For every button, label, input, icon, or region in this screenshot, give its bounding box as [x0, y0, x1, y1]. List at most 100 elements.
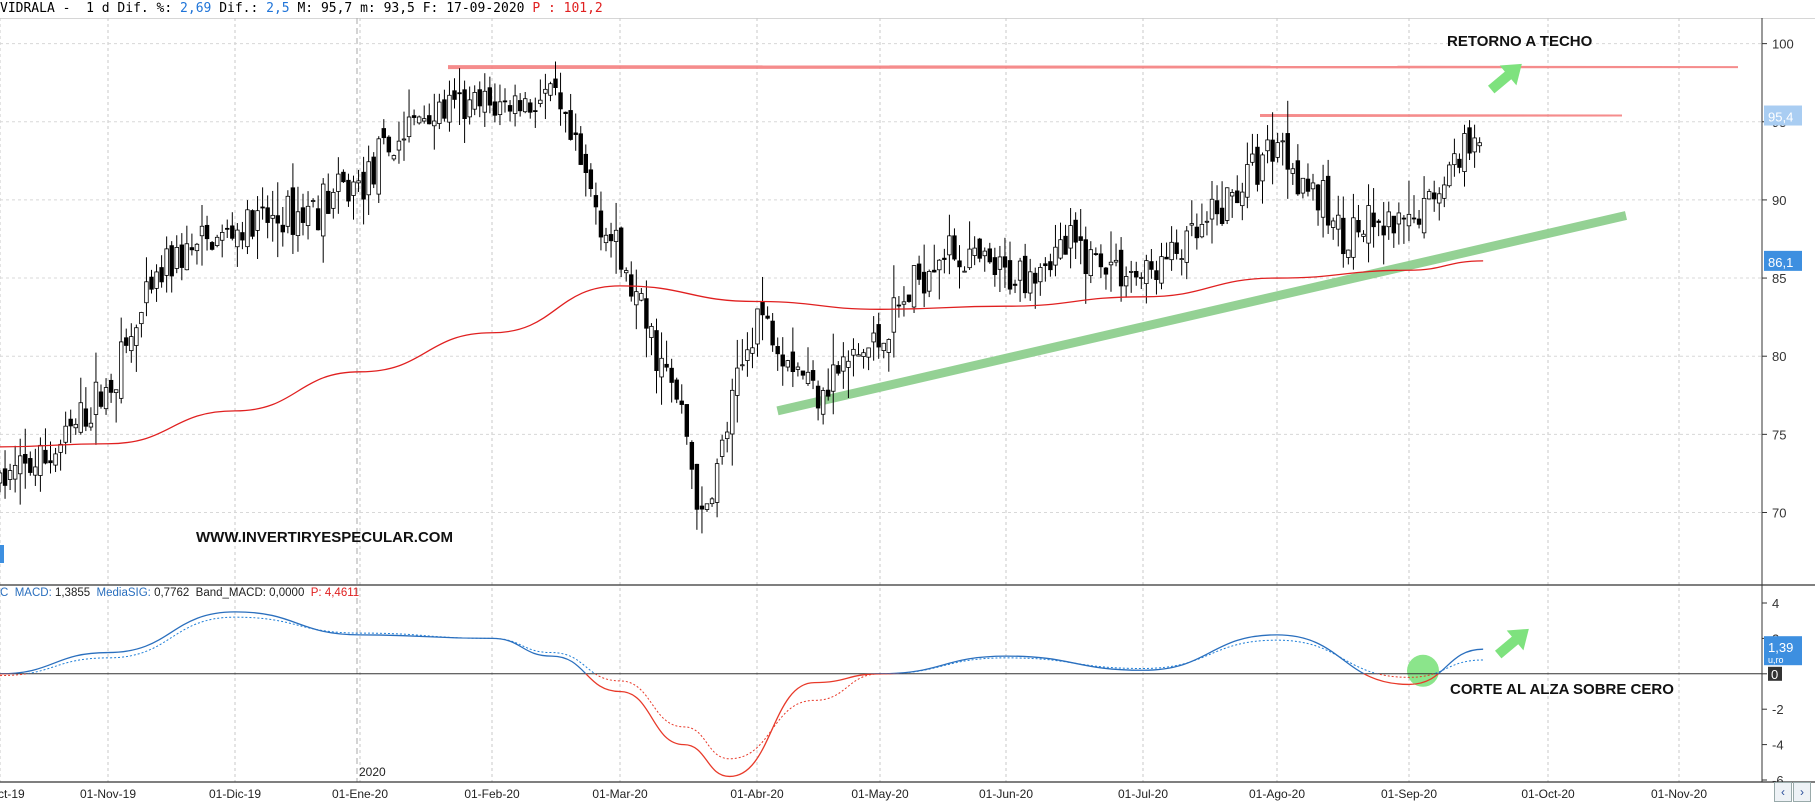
candle-body — [38, 444, 43, 476]
candle-body — [1366, 205, 1371, 244]
candle-body — [331, 191, 336, 209]
candle-body — [1325, 175, 1331, 226]
candle-body — [320, 183, 326, 237]
candle-body — [154, 271, 159, 289]
candle-body — [598, 210, 604, 238]
candle-body — [119, 341, 124, 399]
candle-body — [447, 94, 452, 123]
candle-body — [932, 269, 937, 273]
candle-body — [1002, 256, 1008, 268]
candle-body — [1068, 225, 1073, 249]
candle-body — [219, 231, 225, 241]
resistance-line-high — [448, 65, 1738, 70]
candle-body — [1017, 260, 1023, 281]
candle-body — [204, 224, 210, 240]
dif-label: Dif.: — [219, 1, 259, 16]
left-edge-marker — [0, 545, 4, 563]
macd-y-tick-label: -2 — [1772, 702, 1784, 717]
min-label: m: — [360, 1, 376, 16]
date-label: F: — [422, 1, 439, 16]
x-tick-label: 01-May-20 — [851, 787, 909, 801]
candle-body — [477, 89, 482, 107]
candle-body — [1033, 272, 1038, 284]
candle-body — [876, 324, 881, 348]
candle-body — [103, 387, 109, 410]
candle-body — [553, 78, 558, 88]
candle-body — [48, 460, 53, 464]
candle-body — [149, 276, 154, 290]
candle-body — [987, 248, 992, 263]
candle-body — [588, 169, 594, 190]
candle-body — [265, 207, 270, 223]
candle-body — [1108, 261, 1114, 266]
candle-body — [826, 389, 831, 397]
candle-body — [341, 171, 346, 183]
candle-body — [740, 364, 745, 367]
candle-body — [28, 458, 33, 473]
candle-body — [851, 348, 856, 356]
candle-body — [1411, 217, 1417, 220]
candle-body — [906, 294, 912, 302]
candle-body — [78, 402, 83, 433]
candle-body — [730, 389, 735, 435]
year-marker: 2020 — [359, 765, 386, 779]
candle-body — [108, 379, 114, 393]
candle-body — [679, 400, 684, 405]
candle-body — [1250, 153, 1255, 163]
candle-body — [209, 242, 215, 250]
x-tick-label: 01-Nov-19 — [80, 787, 136, 801]
candle-body — [1063, 235, 1068, 255]
candle-body — [396, 140, 402, 151]
x-tick-label: 01-Feb-20 — [464, 787, 520, 801]
candle-body — [1255, 146, 1260, 185]
candle-body — [523, 98, 528, 113]
candle-body — [603, 234, 609, 244]
candle-body — [53, 453, 58, 466]
candle-body — [199, 225, 205, 237]
candle-body — [144, 281, 149, 304]
candle-body — [1437, 193, 1442, 204]
candle-body — [558, 92, 563, 110]
candle-body — [1129, 270, 1134, 273]
candle-body — [846, 360, 851, 368]
candle-body — [346, 179, 351, 202]
moving-average-line — [0, 260, 1484, 448]
candle-body — [709, 498, 715, 505]
candle-body — [1477, 142, 1482, 147]
scroll-left-button[interactable]: ‹ — [1774, 782, 1792, 802]
candle-body — [1022, 255, 1028, 294]
candle-body — [305, 205, 311, 226]
x-tick-label: 01-Oct-20 — [1521, 787, 1575, 801]
x-tick-label: 01-Sep-20 — [1381, 787, 1437, 801]
macd-line-pos — [0, 611, 1484, 674]
candle-body — [714, 463, 720, 503]
candle-body — [194, 243, 200, 252]
candle-body — [1078, 236, 1083, 241]
candle-body — [88, 422, 94, 428]
candle-body — [1447, 164, 1452, 187]
candle-body — [649, 325, 654, 338]
y-tick-label: 80 — [1772, 349, 1786, 364]
macd-header: C MACD: 1,3855 MediaSIG: 0,7762 Band_MAC… — [0, 585, 359, 601]
candle-body — [896, 304, 902, 307]
candle-body — [270, 214, 275, 219]
candle-body — [1295, 160, 1301, 195]
candle-body — [593, 195, 599, 208]
candle-body — [1123, 276, 1129, 287]
max-value: 95,7 — [320, 1, 353, 16]
candle-body — [1235, 190, 1240, 204]
min-value: 93,5 — [383, 1, 415, 16]
candle-body — [780, 354, 785, 367]
candle-body — [442, 99, 447, 119]
candle-body — [800, 370, 806, 376]
candle-body — [613, 229, 619, 242]
candle-body — [1240, 191, 1245, 207]
scroll-right-button[interactable]: › — [1793, 782, 1811, 802]
period-label: 1 d — [86, 1, 110, 16]
candle-body — [462, 89, 467, 120]
candle-body — [1290, 168, 1295, 174]
candle-body — [457, 92, 462, 95]
candle-body — [1103, 267, 1109, 275]
candle-body — [1083, 239, 1088, 275]
